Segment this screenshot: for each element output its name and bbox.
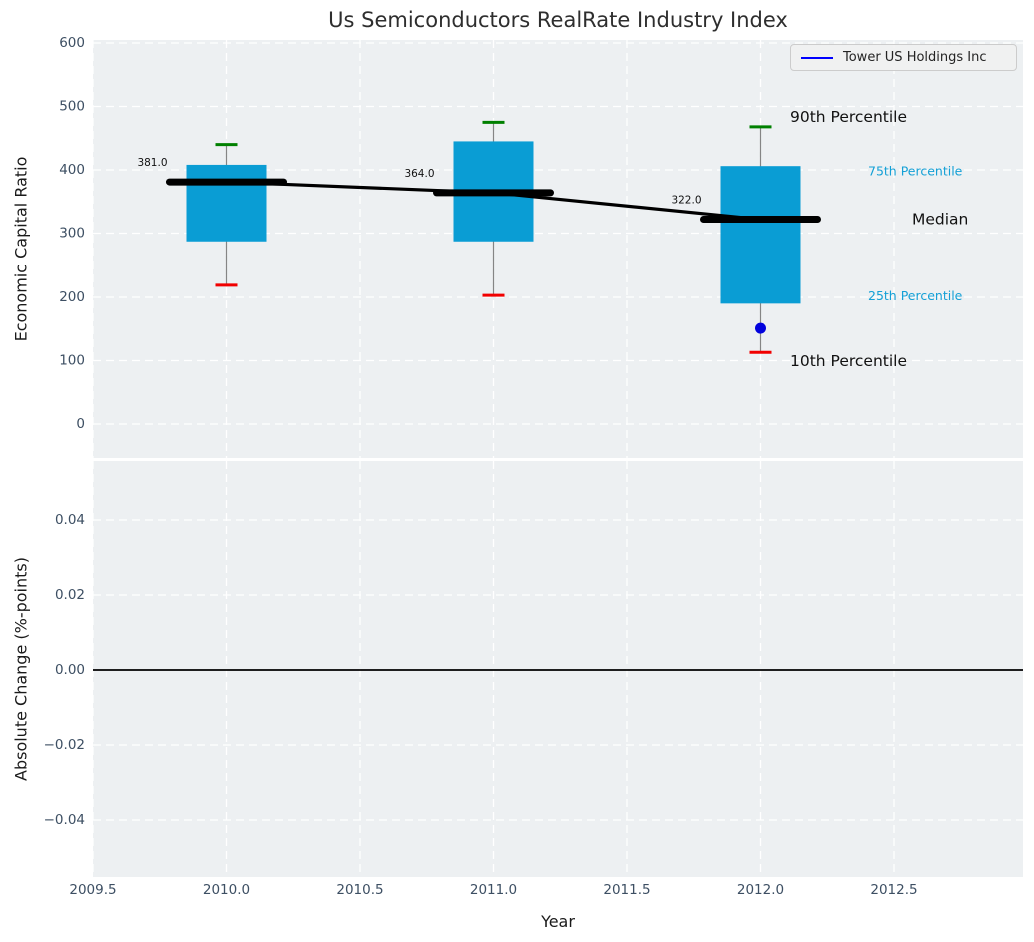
- annotation-75th-percentile: 75th Percentile: [868, 164, 963, 179]
- company-data-point: [755, 322, 766, 334]
- top-panel-background: [93, 40, 1023, 458]
- top-y-tick-label: 300: [59, 226, 85, 242]
- median-value-label-2011: 364.0: [404, 168, 434, 180]
- top-y-axis-label: Economic Capital Ratio: [11, 156, 31, 342]
- bottom-y-axis-label: Absolute Change (%-points): [11, 557, 31, 781]
- x-tick-label: 2011.5: [603, 882, 650, 898]
- top-y-tick-label: 100: [59, 353, 85, 369]
- bottom-panel-background: [93, 461, 1023, 877]
- x-tick-label: 2012.0: [737, 882, 784, 898]
- x-tick-label: 2009.5: [69, 882, 116, 898]
- x-tick-label: 2012.5: [870, 882, 917, 898]
- top-y-tick-label: 500: [59, 99, 85, 115]
- bottom-y-tick-label: 0.00: [55, 662, 85, 678]
- top-y-tick-label: 200: [59, 289, 85, 305]
- x-axis-label: Year: [541, 912, 575, 931]
- top-y-tick-label: 0: [76, 416, 85, 432]
- percentile-box-2012: [720, 166, 801, 304]
- x-tick-label: 2010.5: [336, 882, 383, 898]
- chart-title: Us Semiconductors RealRate Industry Inde…: [328, 8, 788, 32]
- x-tick-label: 2011.0: [470, 882, 517, 898]
- bottom-y-tick-label: 0.04: [55, 512, 85, 528]
- legend: Tower US Holdings Inc: [790, 44, 1017, 71]
- percentile-box-2010: [186, 164, 267, 242]
- annotation-10th-percentile: 10th Percentile: [790, 352, 907, 370]
- bottom-y-tick-label: 0.02: [55, 587, 85, 603]
- legend-label: Tower US Holdings Inc: [843, 50, 987, 65]
- annotation-25th-percentile: 25th Percentile: [868, 288, 963, 303]
- top-y-tick-label: 400: [59, 162, 85, 178]
- top-y-tick-label: 600: [59, 35, 85, 51]
- legend-line-swatch: [801, 56, 833, 59]
- annotation-90th-percentile: 90th Percentile: [790, 108, 907, 126]
- median-value-label-2012: 322.0: [671, 195, 701, 207]
- bottom-y-tick-label: −0.02: [44, 737, 85, 753]
- median-value-label-2010: 381.0: [137, 157, 167, 169]
- annotation-median: Median: [912, 211, 968, 229]
- x-tick-label: 2010.0: [203, 882, 250, 898]
- bottom-y-tick-label: −0.04: [44, 812, 85, 828]
